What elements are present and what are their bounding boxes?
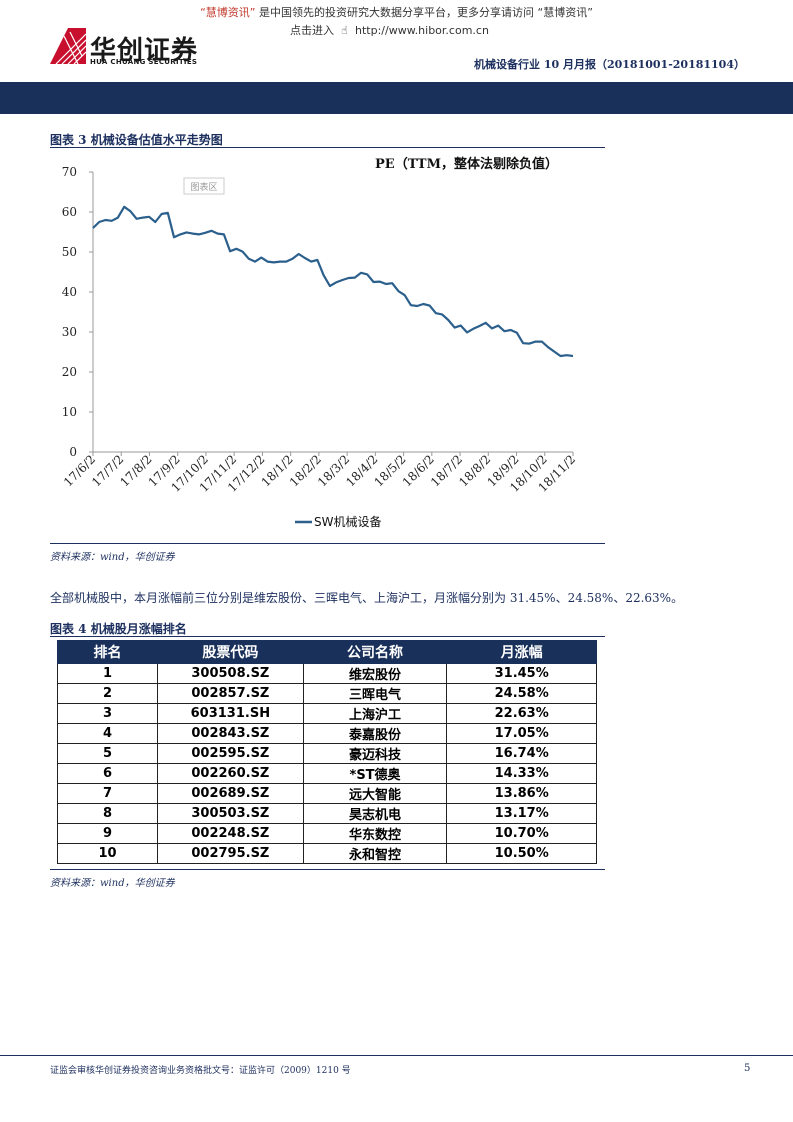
cell-code: 002689.SZ xyxy=(157,783,304,804)
cell-change: 10.50% xyxy=(446,843,597,864)
table-row: 9 002248.SZ 华东数控 10.70% xyxy=(56,823,597,844)
cell-company: 昊志机电 xyxy=(302,803,448,824)
cell-rank: 5 xyxy=(56,743,159,764)
legend-label: SW机械设备 xyxy=(314,514,381,529)
cell-rank: 7 xyxy=(56,783,159,804)
cell-company: 三晖电气 xyxy=(302,683,448,704)
table-row: 2 002857.SZ 三晖电气 24.58% xyxy=(56,683,597,704)
brand-logo-icon xyxy=(50,28,86,64)
col-header-rank: 排名 xyxy=(56,640,159,664)
cell-company: 永和智控 xyxy=(302,843,448,864)
table-row: 3 603131.SH 上海沪工 22.63% xyxy=(56,703,597,724)
cell-rank: 9 xyxy=(56,823,159,844)
y-tick-label: 70 xyxy=(62,165,77,179)
cell-company: 泰嘉股份 xyxy=(302,723,448,744)
report-title: 机械设备行业 10 月月报（20181001-20181104） xyxy=(474,58,745,71)
figure-3-top-rule xyxy=(50,147,605,148)
logo-chinese-name: 华创证券 xyxy=(90,36,199,66)
cell-company: 豪迈科技 xyxy=(302,743,448,764)
table-row: 1 300508.SZ 维宏股份 31.45% xyxy=(56,663,597,684)
cell-company: 上海沪工 xyxy=(302,703,448,724)
y-tick-label: 20 xyxy=(62,365,77,379)
cell-company: *ST德奥 xyxy=(302,763,448,784)
logo-english-name: HUA CHUANG SECURITIES xyxy=(90,58,198,66)
footer-rule xyxy=(0,1055,793,1056)
cell-change: 14.33% xyxy=(446,763,597,784)
col-header-code: 股票代码 xyxy=(157,640,304,664)
series-line xyxy=(92,205,574,358)
col-header-company: 公司名称 xyxy=(302,640,448,664)
cell-code: 002260.SZ xyxy=(157,763,304,784)
y-tick-label: 0 xyxy=(69,445,77,459)
cell-change: 16.74% xyxy=(446,743,597,764)
table-row: 8 300503.SZ 昊志机电 13.17% xyxy=(56,803,597,824)
cell-company: 维宏股份 xyxy=(302,663,448,684)
cell-change: 22.63% xyxy=(446,703,597,724)
cell-change: 17.05% xyxy=(446,723,597,744)
cell-rank: 1 xyxy=(56,663,159,684)
cell-code: 002857.SZ xyxy=(157,683,304,704)
cell-change: 24.58% xyxy=(446,683,597,704)
table-row: 7 002689.SZ 远大智能 13.86% xyxy=(56,783,597,804)
table-row: 10 002795.SZ 永和智控 10.50% xyxy=(56,843,597,864)
cell-code: 002795.SZ xyxy=(157,843,304,864)
figure-4-title: 图表 4 机械股月涨幅排名 xyxy=(50,622,187,636)
table-row: 4 002843.SZ 泰嘉股份 17.05% xyxy=(56,723,597,744)
chart-title: PE（TTM，整体法剔除负值） xyxy=(375,156,558,172)
cell-rank: 10 xyxy=(56,843,159,864)
footer-text: 证监会审核华创证券投资咨询业务资格批文号：证监许可（2009）1210 号 xyxy=(50,1066,351,1076)
cell-change: 10.70% xyxy=(446,823,597,844)
promo-brand-2: “慧博资讯” xyxy=(537,6,593,19)
table-row: 6 002260.SZ *ST德奥 14.33% xyxy=(56,763,597,784)
cell-code: 300503.SZ xyxy=(157,803,304,824)
figure-3-source: 资料来源：wind，华创证券 xyxy=(50,552,175,563)
cell-change: 13.17% xyxy=(446,803,597,824)
chart-watermark: 图表区 xyxy=(183,177,225,195)
promo-text: 是中国领先的投资研究大数据分享平台，更多分享请访问 xyxy=(259,6,534,19)
figure-4-bottom-rule xyxy=(50,869,605,870)
promo-quote-open: “ xyxy=(200,6,206,19)
cell-code: 300508.SZ xyxy=(157,663,304,684)
cell-rank: 2 xyxy=(56,683,159,704)
y-tick-label: 50 xyxy=(62,245,77,259)
col-header-change: 月涨幅 xyxy=(446,640,597,664)
cell-code: 603131.SH xyxy=(157,703,304,724)
promo-quote-close: ” xyxy=(249,6,256,19)
table-header-row: 排名 股票代码 公司名称 月涨幅 xyxy=(56,640,597,664)
y-tick-label: 10 xyxy=(62,405,77,419)
cell-rank: 6 xyxy=(56,763,159,784)
ranking-table: 排名 股票代码 公司名称 月涨幅 1 300508.SZ 维宏股份 31.45% 2 00… xyxy=(56,640,597,864)
cell-code: 002595.SZ xyxy=(157,743,304,764)
cell-rank: 4 xyxy=(56,723,159,744)
cell-change: 13.86% xyxy=(446,783,597,804)
cell-rank: 8 xyxy=(56,803,159,824)
y-tick-label: 40 xyxy=(62,285,77,299)
chart-watermark-text: 图表区 xyxy=(190,181,217,193)
cell-change: 31.45% xyxy=(446,663,597,684)
promo-link[interactable]: 点击进入 ☝ http://www.hibor.com.cn xyxy=(290,22,489,38)
table-row: 5 002595.SZ 豪迈科技 16.74% xyxy=(56,743,597,764)
body-paragraph: 全部机械股中，本月涨幅前三位分别是维宏股份、三晖电气、上海沪工，月涨幅分别为 3… xyxy=(50,591,684,605)
y-tick-label: 60 xyxy=(62,205,77,219)
cell-code: 002843.SZ xyxy=(157,723,304,744)
cell-company: 华东数控 xyxy=(302,823,448,844)
chart-legend: SW机械设备 xyxy=(295,514,381,529)
pe-chart: PE（TTM，整体法剔除负值） 图表区 0 10 20 30 40 50 60 70 17/6… xyxy=(50,148,605,540)
figure-4-top-rule xyxy=(50,636,605,637)
figure-3-title: 图表 3 机械设备估值水平走势图 xyxy=(50,133,223,147)
y-tick-label: 30 xyxy=(62,325,77,339)
figure-4-source: 资料来源：wind，华创证券 xyxy=(50,878,175,889)
cursor-icon: ☝ xyxy=(341,24,348,37)
click-text: 点击进入 xyxy=(290,24,334,37)
promo-banner[interactable]: “慧博资讯” 是中国领先的投资研究大数据分享平台，更多分享请访问 “慧博资讯” xyxy=(0,4,793,20)
figure-3-bottom-rule xyxy=(50,543,605,544)
cell-code: 002248.SZ xyxy=(157,823,304,844)
cell-rank: 3 xyxy=(56,703,159,724)
header-bar xyxy=(0,82,793,114)
cell-company: 远大智能 xyxy=(302,783,448,804)
url-link[interactable]: http://www.hibor.com.cn xyxy=(355,24,489,37)
page-number: 5 xyxy=(744,1063,751,1074)
promo-brand: 慧博资讯 xyxy=(205,6,250,19)
